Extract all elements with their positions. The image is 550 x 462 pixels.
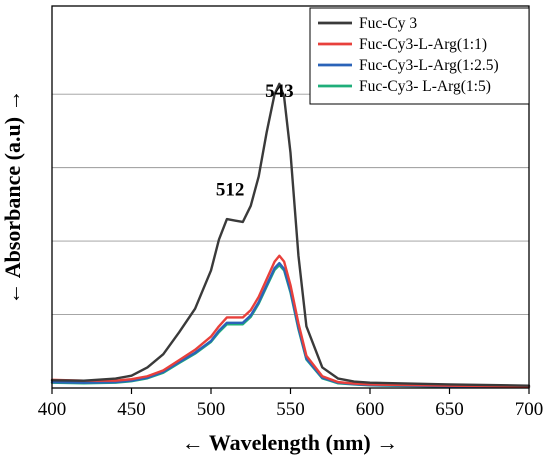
x-tick-label: 600	[356, 399, 385, 420]
legend-label: Fuc-Cy 3	[359, 15, 417, 32]
x-axis-ticks: 400 450 500 550 600 650 700	[38, 388, 544, 420]
legend-label: Fuc-Cy3-L-Arg(1:1)	[359, 36, 487, 53]
legend-label: Fuc-Cy3- L-Arg(1:5)	[359, 78, 491, 95]
legend: Fuc-Cy 3 Fuc-Cy3-L-Arg(1:1) Fuc-Cy3-L-Arg(…	[309, 7, 530, 105]
x-tick-label: 450	[117, 399, 146, 420]
legend-label: Fuc-Cy3-L-Arg(1:2.5)	[359, 57, 499, 74]
series-line	[50, 254, 531, 388]
x-tick-label: 400	[38, 399, 67, 420]
x-tick-label: 650	[435, 399, 464, 420]
series-line	[50, 82, 531, 387]
x-tick-label: 550	[276, 399, 305, 420]
x-tick-label: 700	[515, 399, 544, 420]
peak-annotations: 512 543	[216, 81, 294, 200]
peak-label: 512	[216, 180, 245, 201]
peak-label: 543	[265, 81, 294, 102]
series-lines	[50, 82, 531, 389]
x-axis-title: ← Wavelength (nm) →	[182, 430, 399, 455]
y-axis-title: ← Absorbance (a.u) →	[0, 89, 25, 304]
x-tick-label: 500	[197, 399, 226, 420]
